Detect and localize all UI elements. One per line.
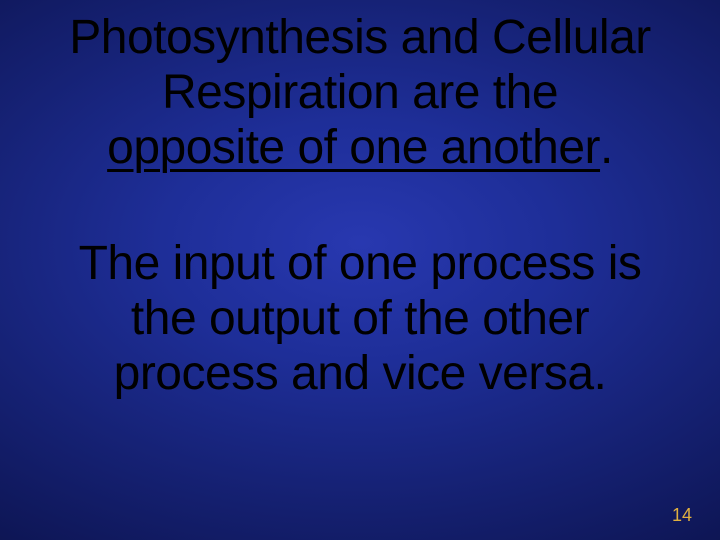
heading-line-1: Photosynthesis and Cellular: [20, 10, 700, 65]
heading-underlined: opposite of one another: [107, 121, 600, 174]
slide-body: The input of one process is the output o…: [20, 236, 700, 402]
slide: Photosynthesis and Cellular Respiration …: [0, 0, 720, 540]
body-line-2: the output of the other: [20, 291, 700, 346]
body-line-1: The input of one process is: [20, 236, 700, 291]
body-line-3: process and vice versa.: [20, 346, 700, 401]
page-number: 14: [672, 505, 692, 526]
heading-line-3: opposite of one another.: [20, 120, 700, 175]
heading-period: .: [600, 120, 613, 175]
slide-heading: Photosynthesis and Cellular Respiration …: [20, 10, 700, 176]
heading-line-2: Respiration are the: [20, 65, 700, 120]
